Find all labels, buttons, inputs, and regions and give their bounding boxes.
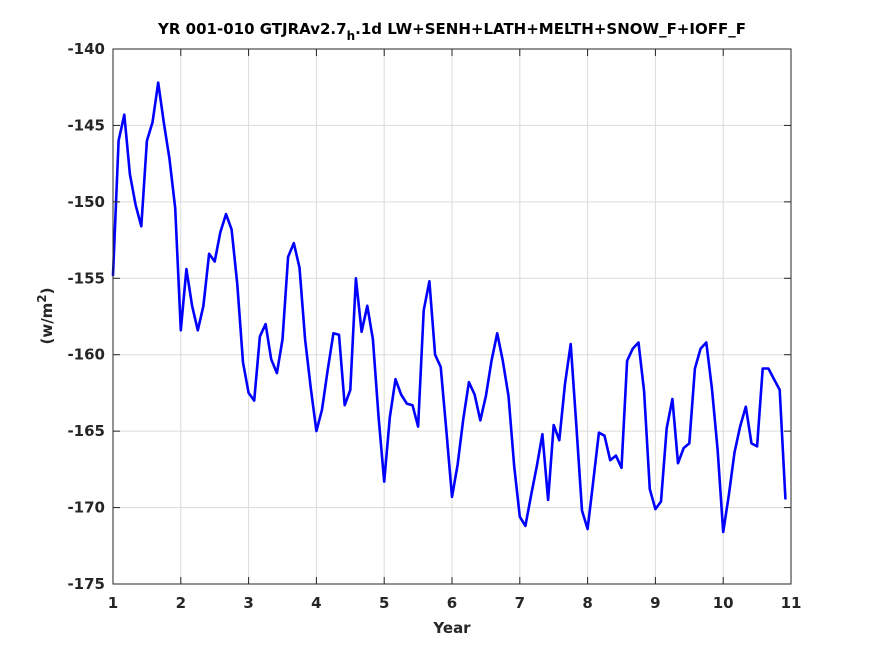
x-tick-label: 4 (311, 594, 321, 612)
x-axis-label: Year (432, 619, 471, 637)
y-axis-label: (w/m2) (35, 287, 56, 344)
x-tick-label: 5 (379, 594, 389, 612)
y-tick-label: -170 (67, 499, 105, 517)
y-tick-label: -155 (67, 269, 105, 287)
y-tick-label: -160 (67, 346, 105, 364)
x-tick-label: 11 (781, 594, 802, 612)
chart-title: YR 001-010 GTJRAv2.7h.1d LW+SENH+LATH+ME… (157, 20, 746, 43)
y-tick-label: -150 (67, 193, 105, 211)
tick-marks (112, 48, 792, 585)
x-tick-label: 1 (108, 594, 118, 612)
x-tick-label: 10 (713, 594, 734, 612)
x-tick-label: 6 (447, 594, 457, 612)
x-tick-label: 7 (515, 594, 525, 612)
x-tick-label: 8 (582, 594, 592, 612)
y-tick-label: -140 (67, 40, 105, 58)
x-tick-label: 9 (650, 594, 660, 612)
y-tick-label: -165 (67, 422, 105, 440)
series-line (111, 81, 787, 534)
y-tick-label: -175 (67, 575, 105, 593)
y-tick-label: -145 (67, 116, 105, 134)
x-tick-label: 2 (176, 594, 186, 612)
y-tick-labels: -175 -170 -165 -160 -155 -150 -145 -140 (67, 40, 105, 593)
x-tick-labels: 1 2 3 4 5 6 7 8 9 10 11 (108, 594, 802, 612)
series-group (111, 81, 787, 534)
x-tick-label: 3 (243, 594, 253, 612)
